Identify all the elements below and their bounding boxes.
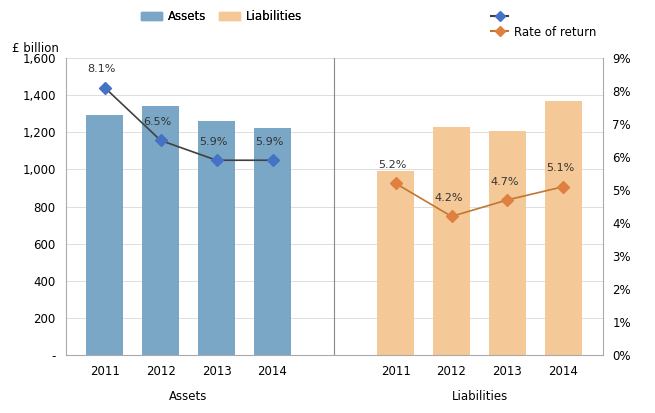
Bar	[377, 171, 414, 355]
Bar	[254, 128, 291, 355]
Text: 5.9%: 5.9%	[255, 137, 284, 147]
Text: 6.5%: 6.5%	[143, 117, 172, 127]
Text: 4.2%: 4.2%	[434, 193, 463, 203]
Bar	[545, 100, 582, 355]
Text: £ billion: £ billion	[12, 42, 59, 55]
Legend: , Rate of return: , Rate of return	[491, 10, 597, 38]
Bar	[198, 121, 234, 355]
Bar	[489, 131, 526, 355]
Bar	[86, 115, 123, 355]
Text: 8.1%: 8.1%	[88, 64, 116, 74]
Legend: Assets, Liabilities: Assets, Liabilities	[141, 10, 302, 23]
Text: 4.7%: 4.7%	[491, 177, 519, 187]
Text: 5.2%: 5.2%	[379, 160, 407, 170]
Text: 5.9%: 5.9%	[200, 137, 228, 147]
Bar	[142, 106, 179, 355]
Text: 5.1%: 5.1%	[546, 164, 575, 173]
Bar	[434, 126, 470, 355]
Text: Assets: Assets	[170, 389, 208, 403]
Text: Liabilities: Liabilities	[451, 389, 508, 403]
